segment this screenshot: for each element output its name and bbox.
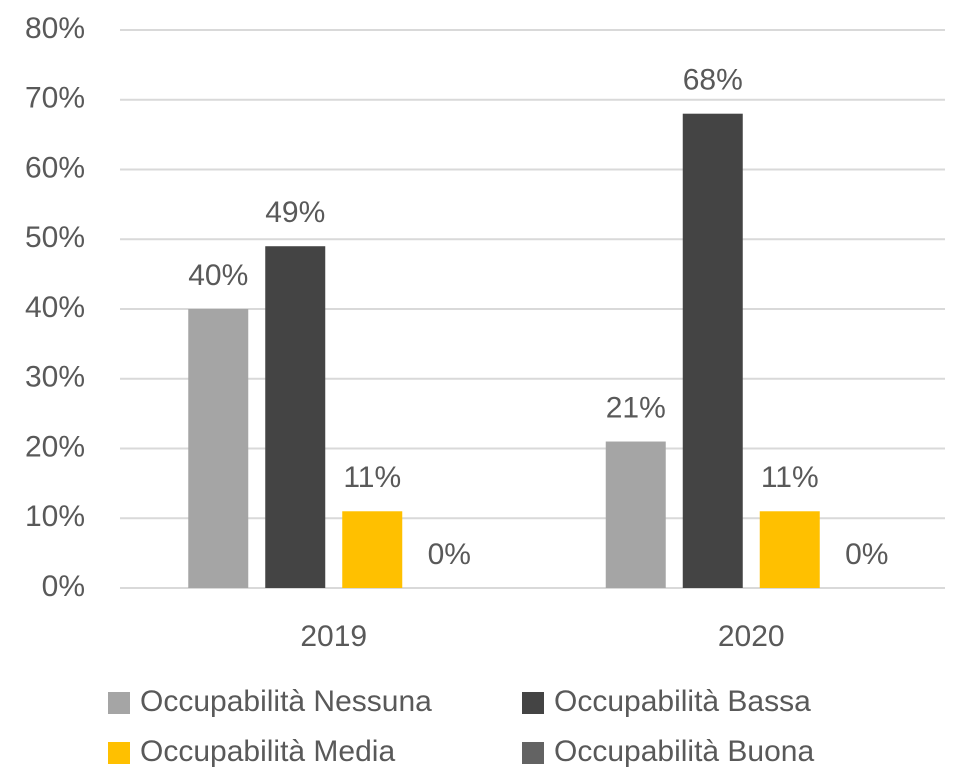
value-label: 0% <box>428 538 471 571</box>
bar <box>759 511 820 588</box>
value-label: 68% <box>683 64 743 97</box>
y-tick-label: 80% <box>25 12 85 45</box>
value-label: 21% <box>606 391 666 424</box>
value-label: 0% <box>845 538 888 571</box>
legend-swatch <box>522 692 544 714</box>
y-tick-label: 20% <box>25 430 85 463</box>
bar <box>342 511 403 588</box>
y-tick-label: 10% <box>25 500 85 533</box>
x-tick-label: 2019 <box>300 620 367 653</box>
y-tick-label: 0% <box>42 570 85 603</box>
legend-label: Occupabilità Media <box>140 735 395 768</box>
value-label: 11% <box>343 461 401 494</box>
bar <box>605 441 666 588</box>
y-tick-label: 60% <box>25 151 85 184</box>
legend-swatch <box>108 692 130 714</box>
value-label: 40% <box>188 259 248 292</box>
legend-label: Occupabilità Buona <box>554 735 814 768</box>
legend-label: Occupabilità Nessuna <box>140 685 432 718</box>
y-tick-label: 40% <box>25 291 85 324</box>
bar <box>682 113 743 588</box>
value-label: 11% <box>761 461 819 494</box>
y-tick-label: 50% <box>25 221 85 254</box>
legend-label: Occupabilità Bassa <box>554 685 811 718</box>
bar <box>265 246 326 588</box>
x-tick-label: 2020 <box>718 620 785 653</box>
legend-swatch <box>108 742 130 764</box>
legend-swatch <box>522 742 544 764</box>
bar <box>188 309 249 588</box>
y-tick-label: 30% <box>25 361 85 394</box>
y-tick-label: 70% <box>25 82 85 115</box>
value-label: 49% <box>265 196 325 229</box>
